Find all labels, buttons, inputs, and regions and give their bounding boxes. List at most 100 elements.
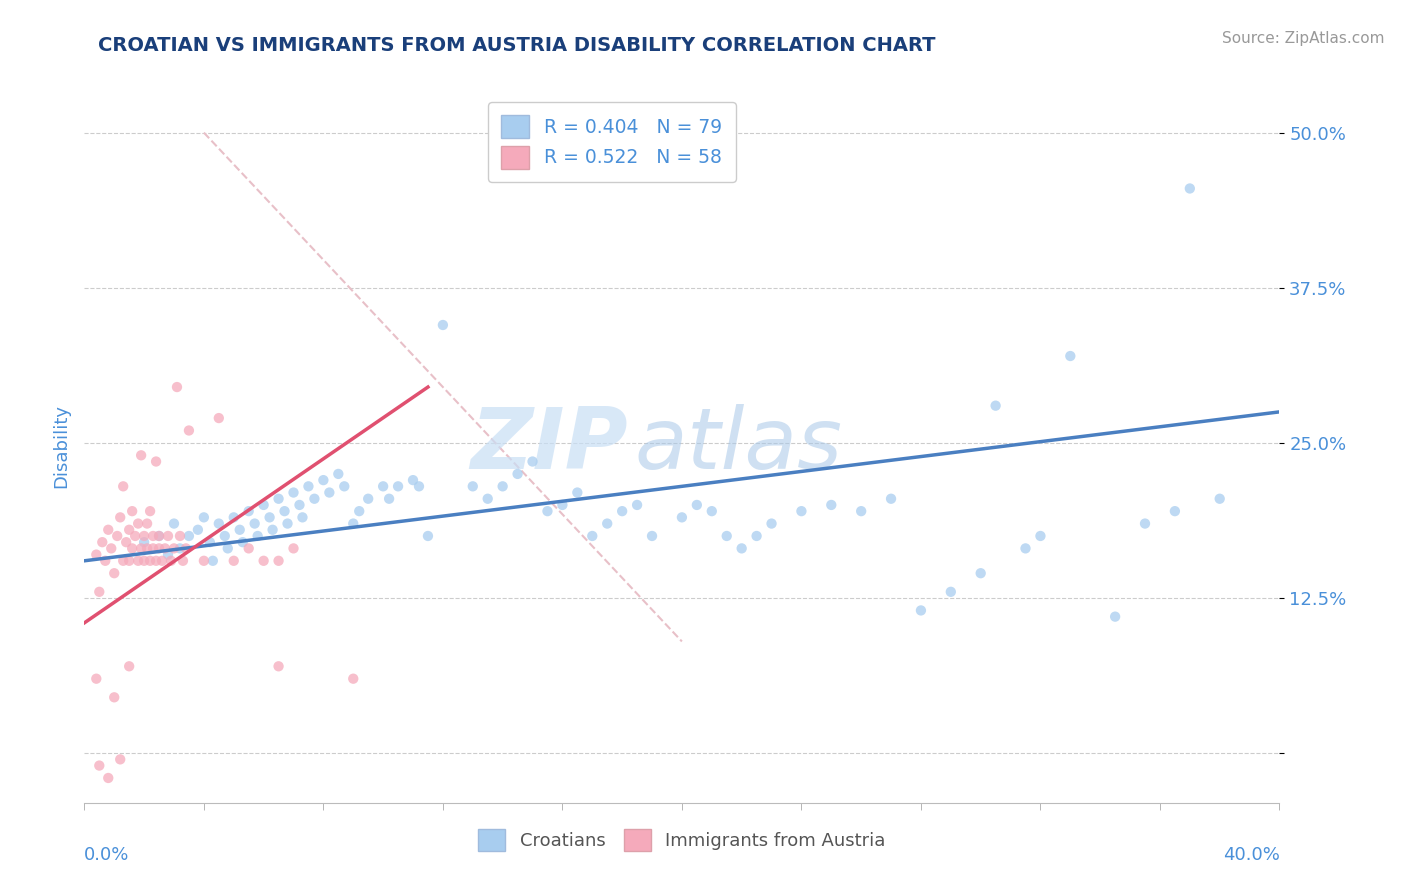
Point bbox=[129, 448, 152, 462]
Point bbox=[939, 584, 962, 599]
Point bbox=[136, 541, 159, 556]
Point bbox=[1178, 181, 1201, 195]
Point bbox=[157, 529, 180, 543]
Point bbox=[112, 479, 135, 493]
Point bbox=[1164, 504, 1187, 518]
Point bbox=[139, 554, 162, 568]
Point bbox=[208, 411, 231, 425]
Point bbox=[121, 504, 143, 518]
Point bbox=[262, 523, 284, 537]
Point bbox=[103, 566, 125, 581]
Point bbox=[132, 535, 156, 549]
Y-axis label: Disability: Disability bbox=[52, 404, 70, 488]
Point bbox=[238, 504, 260, 518]
Point bbox=[880, 491, 903, 506]
Point bbox=[127, 554, 149, 568]
Point bbox=[86, 672, 108, 686]
Point bbox=[172, 554, 194, 568]
Point bbox=[253, 498, 276, 512]
Point bbox=[142, 529, 165, 543]
Text: ZIP: ZIP bbox=[471, 404, 628, 488]
Point bbox=[820, 498, 842, 512]
Point bbox=[208, 516, 231, 531]
Text: atlas: atlas bbox=[634, 404, 842, 488]
Point bbox=[193, 554, 215, 568]
Point bbox=[86, 548, 108, 562]
Point bbox=[910, 603, 932, 617]
Point bbox=[118, 523, 141, 537]
Point bbox=[121, 541, 143, 556]
Point bbox=[267, 659, 290, 673]
Point bbox=[297, 479, 319, 493]
Point bbox=[283, 541, 305, 556]
Point bbox=[160, 554, 183, 568]
Point bbox=[100, 541, 122, 556]
Point bbox=[761, 516, 783, 531]
Point bbox=[492, 479, 515, 493]
Point bbox=[169, 541, 191, 556]
Point bbox=[115, 535, 138, 549]
Point bbox=[506, 467, 529, 481]
Point bbox=[217, 541, 239, 556]
Point bbox=[416, 529, 439, 543]
Point bbox=[700, 504, 723, 518]
Point bbox=[612, 504, 634, 518]
Text: 40.0%: 40.0% bbox=[1223, 846, 1279, 863]
Point bbox=[259, 510, 281, 524]
Point bbox=[253, 554, 276, 568]
Legend: Croatians, Immigrants from Austria: Croatians, Immigrants from Austria bbox=[471, 822, 893, 858]
Text: Source: ZipAtlas.com: Source: ZipAtlas.com bbox=[1222, 31, 1385, 46]
Point bbox=[328, 467, 350, 481]
Point bbox=[89, 758, 111, 772]
Point bbox=[461, 479, 484, 493]
Point bbox=[118, 554, 141, 568]
Point bbox=[153, 541, 176, 556]
Point bbox=[671, 510, 693, 524]
Point bbox=[91, 535, 114, 549]
Point bbox=[312, 473, 335, 487]
Point bbox=[1059, 349, 1081, 363]
Point bbox=[127, 516, 149, 531]
Point bbox=[145, 454, 167, 468]
Point bbox=[536, 504, 558, 518]
Point bbox=[222, 554, 245, 568]
Point bbox=[1209, 491, 1232, 506]
Point bbox=[163, 541, 186, 556]
Point bbox=[291, 510, 314, 524]
Point bbox=[157, 548, 180, 562]
Point bbox=[522, 454, 544, 468]
Point bbox=[408, 479, 430, 493]
Point bbox=[174, 541, 197, 556]
Point bbox=[1029, 529, 1052, 543]
Point bbox=[1104, 609, 1126, 624]
Point bbox=[283, 485, 305, 500]
Point bbox=[1133, 516, 1156, 531]
Point bbox=[246, 529, 269, 543]
Point bbox=[851, 504, 873, 518]
Point bbox=[232, 535, 254, 549]
Point bbox=[267, 554, 290, 568]
Point bbox=[333, 479, 356, 493]
Point bbox=[163, 516, 186, 531]
Point bbox=[150, 554, 173, 568]
Point bbox=[626, 498, 648, 512]
Point bbox=[136, 516, 159, 531]
Point bbox=[177, 424, 200, 438]
Text: CROATIAN VS IMMIGRANTS FROM AUSTRIA DISABILITY CORRELATION CHART: CROATIAN VS IMMIGRANTS FROM AUSTRIA DISA… bbox=[98, 36, 936, 54]
Point bbox=[238, 541, 260, 556]
Point bbox=[970, 566, 993, 581]
Point bbox=[596, 516, 619, 531]
Point bbox=[201, 554, 224, 568]
Point bbox=[477, 491, 499, 506]
Point bbox=[318, 485, 340, 500]
Point bbox=[105, 529, 128, 543]
Point bbox=[148, 529, 170, 543]
Point bbox=[267, 491, 290, 506]
Point bbox=[1014, 541, 1036, 556]
Point bbox=[187, 523, 209, 537]
Point bbox=[731, 541, 754, 556]
Point bbox=[118, 659, 141, 673]
Point bbox=[148, 529, 170, 543]
Point bbox=[112, 554, 135, 568]
Point bbox=[193, 510, 215, 524]
